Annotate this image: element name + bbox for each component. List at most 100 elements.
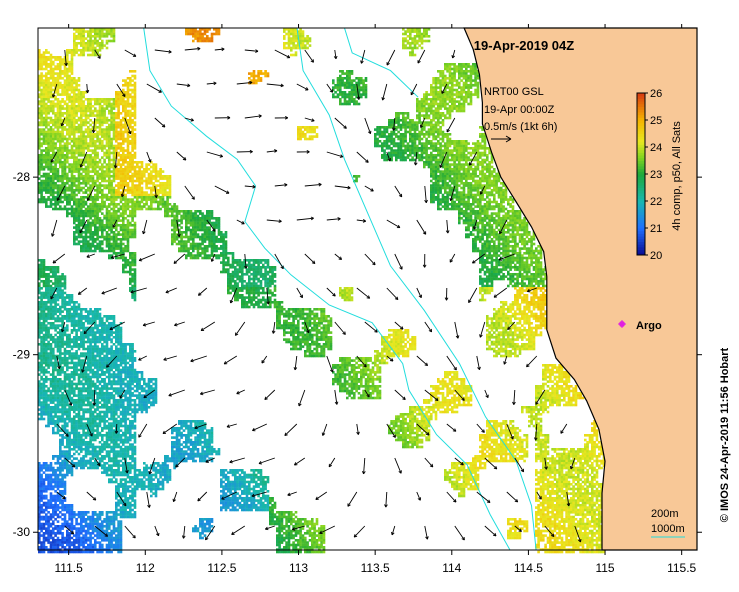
sst-pixel bbox=[68, 137, 71, 141]
sst-pixel bbox=[185, 224, 188, 227]
sst-pixel bbox=[203, 32, 207, 36]
sst-pixel bbox=[38, 56, 41, 59]
sst-pixel bbox=[458, 142, 461, 145]
sst-pixel bbox=[476, 191, 480, 194]
sst-pixel bbox=[131, 88, 134, 92]
sst-pixel bbox=[206, 37, 209, 40]
sst-pixel bbox=[75, 210, 78, 213]
sst-pixel bbox=[68, 186, 71, 190]
sst-pixel bbox=[66, 137, 69, 141]
sst-pixel bbox=[94, 32, 97, 36]
sst-pixel bbox=[45, 91, 48, 94]
sst-pixel bbox=[168, 182, 172, 185]
sst-pixel bbox=[89, 205, 92, 208]
sst-pixel bbox=[87, 53, 90, 57]
sst-pixel bbox=[516, 217, 519, 220]
sst-pixel bbox=[196, 235, 200, 239]
sst-pixel bbox=[105, 32, 109, 36]
sst-pixel bbox=[40, 95, 43, 99]
sst-pixel bbox=[110, 98, 113, 101]
sst-pixel bbox=[458, 93, 461, 96]
sst-pixel bbox=[425, 107, 428, 110]
sst-pixel bbox=[101, 133, 104, 136]
sst-pixel bbox=[348, 100, 351, 103]
sst-pixel bbox=[117, 107, 120, 110]
sst-pixel bbox=[108, 147, 111, 150]
sst-pixel bbox=[451, 154, 454, 157]
sst-pixel bbox=[126, 77, 130, 80]
sst-pixel bbox=[339, 91, 342, 94]
sst-pixel bbox=[122, 84, 125, 87]
sst-pixel bbox=[115, 123, 118, 127]
sst-pixel bbox=[119, 198, 123, 201]
sst-pixel bbox=[462, 170, 466, 173]
sst-pixel bbox=[89, 98, 92, 101]
sst-pixel bbox=[441, 119, 445, 122]
sst-pixel bbox=[460, 212, 463, 215]
sst-pixel bbox=[63, 56, 67, 59]
sst-pixel bbox=[483, 135, 487, 138]
sst-pixel bbox=[52, 77, 55, 80]
sst-pixel bbox=[432, 154, 435, 157]
sst-pixel bbox=[423, 105, 426, 108]
sst-pixel bbox=[56, 72, 60, 75]
sst-pixel bbox=[131, 84, 134, 87]
sst-pixel bbox=[497, 191, 501, 194]
sst-pixel bbox=[152, 177, 155, 180]
sst-pixel bbox=[441, 121, 445, 124]
sst-pixel bbox=[82, 175, 85, 178]
sst-pixel bbox=[472, 151, 475, 155]
sst-pixel bbox=[82, 231, 85, 234]
sst-pixel bbox=[210, 212, 214, 215]
sst-pixel bbox=[476, 186, 480, 190]
sst-pixel bbox=[115, 196, 118, 199]
sst-pixel bbox=[68, 165, 71, 169]
sst-pixel bbox=[161, 186, 165, 190]
sst-pixel bbox=[98, 228, 102, 232]
sst-pixel bbox=[287, 28, 291, 31]
sst-pixel bbox=[444, 65, 447, 68]
sst-pixel bbox=[73, 217, 76, 220]
sst-pixel bbox=[103, 179, 106, 183]
sst-pixel bbox=[467, 168, 470, 171]
sst-pixel bbox=[469, 70, 473, 73]
sst-pixel bbox=[110, 28, 113, 31]
sst-pixel bbox=[96, 226, 99, 229]
sst-pixel bbox=[432, 168, 435, 171]
sst-pixel bbox=[59, 126, 62, 129]
sst-pixel bbox=[430, 165, 433, 169]
sst-pixel bbox=[108, 168, 111, 171]
sst-pixel bbox=[416, 121, 419, 124]
sst-pixel bbox=[84, 177, 88, 180]
sst-pixel bbox=[455, 163, 459, 166]
sst-pixel bbox=[465, 207, 468, 211]
sst-pixel bbox=[173, 219, 176, 222]
sst-pixel bbox=[511, 228, 515, 232]
sst-pixel bbox=[77, 119, 81, 122]
sst-pixel bbox=[119, 219, 123, 222]
sst-pixel bbox=[98, 102, 102, 106]
sst-pixel bbox=[469, 147, 473, 150]
sst-pixel bbox=[458, 210, 461, 213]
sst-pixel bbox=[472, 200, 475, 204]
sst-pixel bbox=[129, 212, 132, 215]
sst-pixel bbox=[98, 133, 102, 136]
sst-pixel bbox=[479, 151, 482, 155]
sst-pixel bbox=[493, 228, 496, 232]
sst-pixel bbox=[133, 88, 137, 92]
sst-pixel bbox=[89, 184, 92, 187]
sst-pixel bbox=[105, 233, 109, 236]
sst-pixel bbox=[124, 233, 127, 236]
sst-pixel bbox=[42, 67, 46, 71]
sst-pixel bbox=[416, 105, 419, 108]
sst-pixel bbox=[511, 210, 515, 213]
sst-pixel bbox=[427, 130, 431, 134]
sst-pixel bbox=[66, 147, 69, 150]
sst-pixel bbox=[346, 81, 349, 85]
sst-pixel bbox=[122, 196, 125, 199]
sst-pixel bbox=[507, 224, 510, 227]
sst-pixel bbox=[453, 179, 456, 183]
sst-pixel bbox=[453, 207, 456, 211]
sst-pixel bbox=[346, 100, 349, 103]
sst-pixel bbox=[504, 189, 508, 192]
